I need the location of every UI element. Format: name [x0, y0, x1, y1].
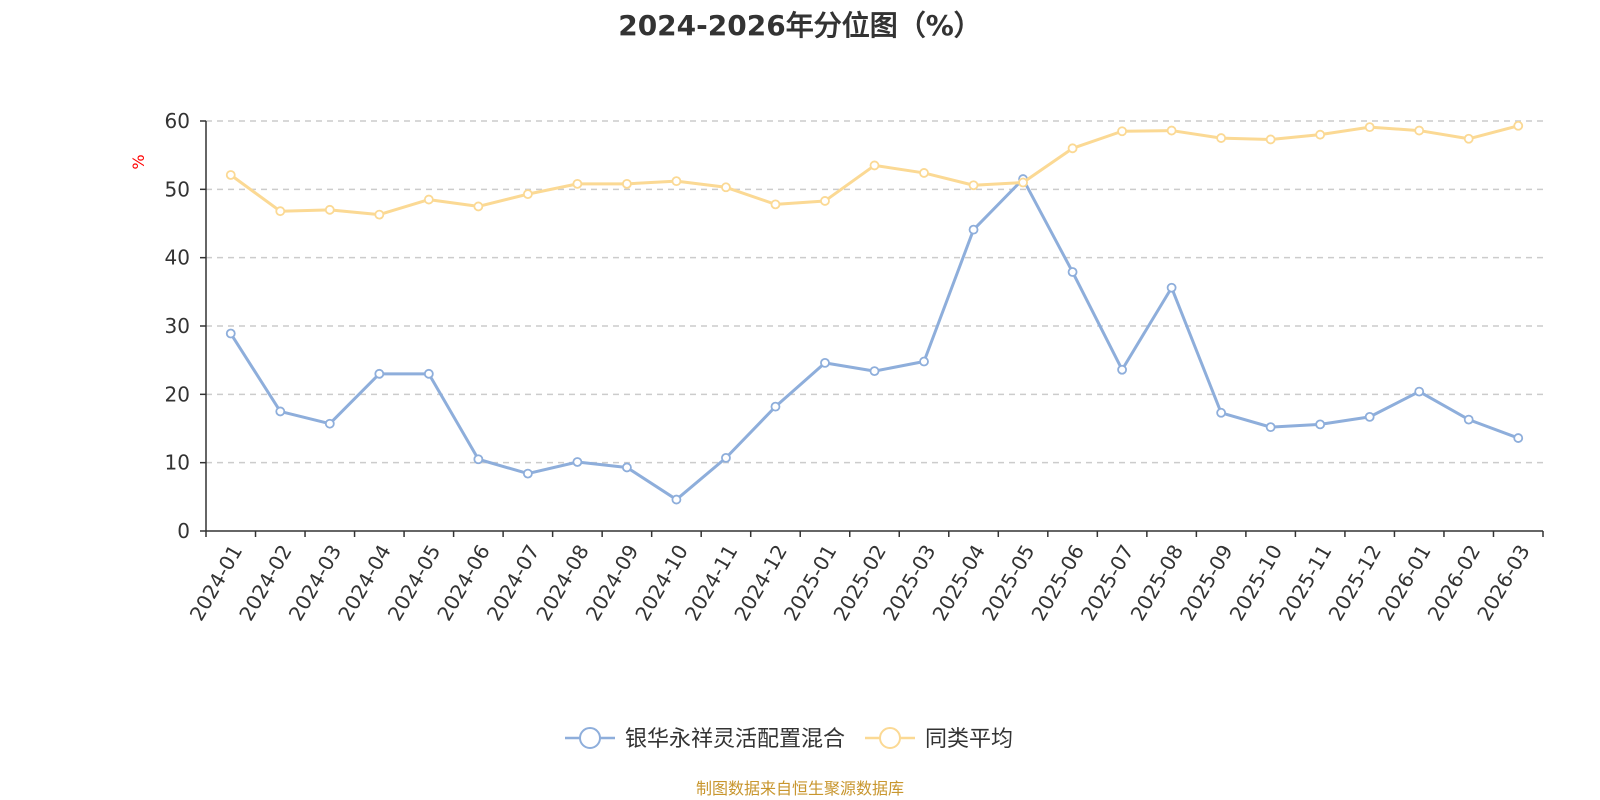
series-lines: [225, 120, 1524, 505]
data-point: [324, 204, 335, 215]
series-line-1: [229, 177, 1519, 502]
y-axis-ticks: 0 10 20 30 40 50 60: [165, 109, 206, 543]
data-point: [1463, 414, 1474, 425]
data-point: [1067, 267, 1078, 277]
data-point: [1463, 133, 1474, 144]
data-point: [1513, 433, 1524, 443]
y-tick-label: 50: [165, 177, 190, 201]
data-point: [869, 160, 880, 171]
data-point: [1018, 177, 1028, 188]
data-point: [1166, 125, 1177, 136]
legend-marker-2: [879, 727, 901, 749]
data-point: [423, 194, 434, 205]
data-point: [225, 328, 236, 339]
chart-title: 2024-2026年分位图（%）: [618, 9, 982, 42]
data-point: [1364, 122, 1375, 133]
data-point: [968, 224, 979, 235]
data-point: [622, 178, 632, 189]
y-tick-label: 30: [165, 314, 190, 338]
data-point: [1117, 126, 1127, 137]
data-point: [275, 206, 286, 217]
data-point: [968, 180, 979, 191]
data-point: [423, 368, 434, 379]
data-point: [225, 170, 236, 180]
data-point: [522, 468, 533, 479]
data-point: [869, 366, 880, 377]
y-tick-label: 20: [165, 382, 190, 406]
y-tick-label: 0: [177, 519, 190, 543]
data-point: [1117, 364, 1127, 375]
data-point: [374, 368, 385, 379]
y-tick-label: 40: [165, 246, 190, 270]
footer-source: 制图数据来自恒生聚源数据库: [695, 779, 904, 798]
data-point: [1216, 133, 1227, 143]
legend-label-1: 银华永祥灵活配置混合: [625, 727, 845, 752]
data-point: [1414, 125, 1425, 136]
data-point: [473, 201, 484, 212]
data-point: [671, 176, 682, 187]
data-point: [1513, 120, 1524, 131]
y-axis-label: %: [129, 154, 148, 169]
grid-lines: [206, 120, 1543, 464]
data-point: [572, 457, 583, 467]
data-point: [1166, 282, 1177, 293]
data-point: [671, 494, 682, 505]
data-point: [820, 196, 830, 206]
legend-marker-1: [579, 727, 601, 749]
data-point: [1265, 134, 1276, 145]
data-point: [770, 199, 781, 210]
data-point: [919, 168, 929, 178]
data-point: [1414, 386, 1425, 397]
data-point: [1315, 129, 1326, 140]
data-point: [1315, 419, 1326, 430]
x-axis-ticks: 2024-012024-022024-032024-042024-052024-…: [185, 531, 1544, 625]
data-point: [770, 401, 781, 412]
y-tick-label: 10: [165, 451, 190, 475]
data-point: [522, 189, 533, 200]
data-point: [1216, 407, 1227, 418]
data-point: [374, 209, 385, 220]
data-point: [820, 357, 830, 368]
data-point: [572, 178, 583, 189]
data-point: [324, 418, 335, 429]
data-point: [721, 452, 731, 463]
data-point: [275, 406, 286, 417]
data-point: [919, 356, 929, 367]
y-tick-label: 60: [165, 109, 190, 133]
data-point: [1364, 411, 1375, 422]
data-point: [473, 454, 484, 465]
data-point: [1067, 143, 1078, 154]
data-point: [1265, 422, 1276, 433]
data-point: [622, 462, 632, 473]
data-point: [721, 182, 731, 193]
legend: 银华永祥灵活配置混合 同类平均: [565, 727, 1013, 752]
legend-label-2: 同类平均: [925, 727, 1013, 752]
